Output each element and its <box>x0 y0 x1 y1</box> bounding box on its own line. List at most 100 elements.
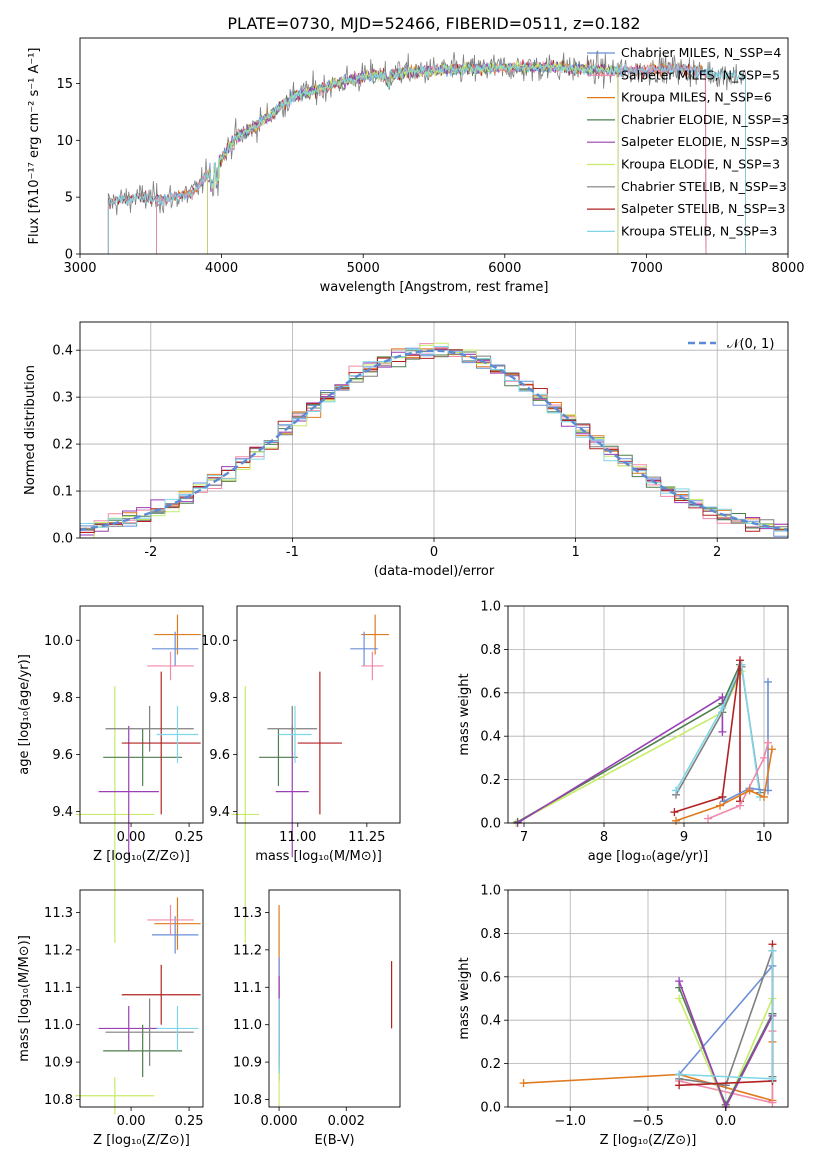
y-tick-label: 0.6 <box>480 686 501 701</box>
marker-kroupa_miles <box>519 1079 528 1088</box>
spectrum-plot-area <box>107 50 746 254</box>
marker-kroupa_miles <box>768 745 776 754</box>
y-axis-label: Flux [fλ10⁻¹⁷ erg cm⁻² s⁻¹ A⁻¹] <box>27 48 42 245</box>
x-axis-label: Z [log₁₀(Z/Z⊙)] <box>93 849 190 864</box>
marker-kroupa_stelib <box>718 703 727 712</box>
y-axis-label: mass weight <box>457 673 472 755</box>
y-tick-label: 0.8 <box>480 927 501 942</box>
y-tick-label: 9.8 <box>52 691 73 706</box>
y-tick-label: 9.4 <box>209 805 230 820</box>
y-tick-label: 0.2 <box>52 438 73 453</box>
y-tick-label: 9.8 <box>209 691 230 706</box>
x-tick-label: 1 <box>571 545 579 560</box>
x-axis-label: (data-model)/error <box>374 564 495 579</box>
series-line-salpeter_stelib <box>674 660 741 813</box>
y-tick-label: 0.6 <box>480 970 501 985</box>
z_age-plot-area <box>75 614 201 943</box>
y-tick-label: 0.0 <box>480 817 501 832</box>
y-axis-label: Normed distribution <box>23 365 38 495</box>
spectrum-series-salpeter_stelib <box>107 59 707 254</box>
residuals-legend: 𝒩(0, 1) <box>688 337 774 352</box>
weights_age-ticks: 7 8 9 10 0.0 0.2 0.4 0.6 0.8 1.0 age [log₁₀(age/yr… <box>457 600 789 864</box>
x-tick-label: −1.0 <box>554 1114 586 1129</box>
x-tick-label: 10 <box>756 830 773 845</box>
y-axis-label: age [log₁₀(age/yr)] <box>17 654 32 775</box>
x-tick-label: 4000 <box>205 261 238 276</box>
x-tick-label: 8000 <box>771 261 804 276</box>
x-tick-label: 6000 <box>488 261 521 276</box>
y-tick-label: 5 <box>65 191 73 206</box>
spectrum-ticks: 3000 4000 5000 6000 7000 8000 0 5 10 15 wavelength… <box>27 37 805 295</box>
ebv_mass-ticks: 0.000 0.002 10.8 10.9 11.0 11.1 11.2 11.3 E(B-V) <box>233 889 401 1148</box>
x-axis-label: wavelength [Angstrom, rest frame] <box>320 280 549 295</box>
y-tick-label: 0.4 <box>52 344 73 359</box>
x-tick-label: 0.25 <box>175 1114 204 1129</box>
y-tick-label: 10.0 <box>201 634 230 649</box>
x-tick-label: 0.00 <box>117 1114 146 1129</box>
series-line-chabrier_elodie <box>517 664 741 823</box>
marker-kroupa_miles <box>760 792 768 801</box>
y-tick-label: 11.1 <box>44 981 73 996</box>
y-tick-label: 9.6 <box>52 748 73 763</box>
axes-frame <box>79 37 789 255</box>
x-tick-label: 5000 <box>347 261 380 276</box>
marker-kroupa_miles <box>716 801 724 810</box>
weights_z-ticks: −1.0 −0.5 0.0 0.0 0.2 0.4 0.6 0.8 1.0 Z [log₁₀(Z/… <box>457 884 789 1148</box>
y-tick-label: 11.3 <box>233 906 262 921</box>
weights_z-axes <box>508 889 788 1108</box>
x-axis-label: Z [log₁₀(Z/Z⊙)] <box>600 1133 697 1148</box>
y-tick-label: 0.4 <box>480 1014 501 1029</box>
legend-entry-salpeter_miles: Salpeter MILES, N_SSP=5 <box>621 67 780 82</box>
y-tick-label: 0 <box>65 248 73 263</box>
y-tick-label: 11.0 <box>44 1018 73 1033</box>
y-tick-label: 9.6 <box>209 748 230 763</box>
axes-frame <box>79 605 204 824</box>
y-tick-label: 10.8 <box>44 1093 73 1108</box>
axes-frame <box>268 889 401 1108</box>
x-tick-label: 9 <box>680 830 688 845</box>
spectrum-series-chabrier_elodie <box>207 60 619 254</box>
x-tick-label: 11.00 <box>279 830 316 845</box>
y-tick-label: 0.0 <box>480 1101 501 1116</box>
legend-entry-kroupa_miles: Kroupa MILES, N_SSP=6 <box>621 90 772 105</box>
legend-entry-chabrier_stelib: Chabrier STELIB, N_SSP=3 <box>621 179 787 194</box>
legend-entry-chabrier_miles: Chabrier MILES, N_SSP=4 <box>621 45 781 60</box>
y-tick-label: 11.2 <box>233 943 262 958</box>
y-tick-label: 11.3 <box>44 906 73 921</box>
marker-kroupa_miles <box>745 786 754 795</box>
figure-title: PLATE=0730, MJD=52466, FIBERID=0511, z=0… <box>227 14 640 33</box>
series-line-salpeter_elodie <box>517 695 724 824</box>
y-tick-label: 0.2 <box>480 1057 501 1072</box>
x-axis-label: Z [log₁₀(Z/Z⊙)] <box>93 1133 190 1148</box>
z_mass-plot-area <box>75 897 201 1115</box>
series-line-kroupa_stelib <box>675 661 761 798</box>
y-tick-label: 11.0 <box>233 1018 262 1033</box>
y-tick-label: 0.3 <box>52 391 73 406</box>
legend-entry-normal: 𝒩(0, 1) <box>727 337 774 352</box>
y-tick-label: 10 <box>56 134 73 149</box>
y-tick-label: 0.2 <box>480 773 501 788</box>
x-tick-label: -2 <box>144 545 157 560</box>
axes-frame <box>236 605 401 824</box>
axes-frame <box>507 605 789 824</box>
legend-entry-salpeter_elodie: Salpeter ELODIE, N_SSP=3 <box>621 134 788 149</box>
x-tick-label: 0.002 <box>328 1114 365 1129</box>
y-tick-label: 0.8 <box>480 643 501 658</box>
marker-salpeter_stelib <box>736 656 744 665</box>
x-tick-label: 0.25 <box>175 830 204 845</box>
marker-kroupa_miles <box>672 816 680 825</box>
z_age-ticks: 0.00 0.25 9.4 9.6 9.8 10.0 Z [log₁₀(Z/Z⊙)] age … <box>17 605 204 864</box>
spectrum-series-kroupa_stelib <box>107 62 746 254</box>
marker-salpeter_stelib <box>718 792 727 801</box>
y-axis-label: mass weight <box>457 957 472 1039</box>
marker-salpeter_miles <box>768 1098 777 1107</box>
x-axis-label: E(B-V) <box>314 1133 354 1148</box>
marker-salpeter_miles <box>764 738 772 747</box>
x-tick-label: 0.00 <box>117 830 146 845</box>
marker-kroupa_stelib <box>672 786 680 795</box>
x-tick-label: 7000 <box>630 261 663 276</box>
y-tick-label: 10.8 <box>233 1093 262 1108</box>
spectrum-series-salpeter_elodie <box>207 61 619 254</box>
marker-salpeter_elodie <box>675 977 684 986</box>
